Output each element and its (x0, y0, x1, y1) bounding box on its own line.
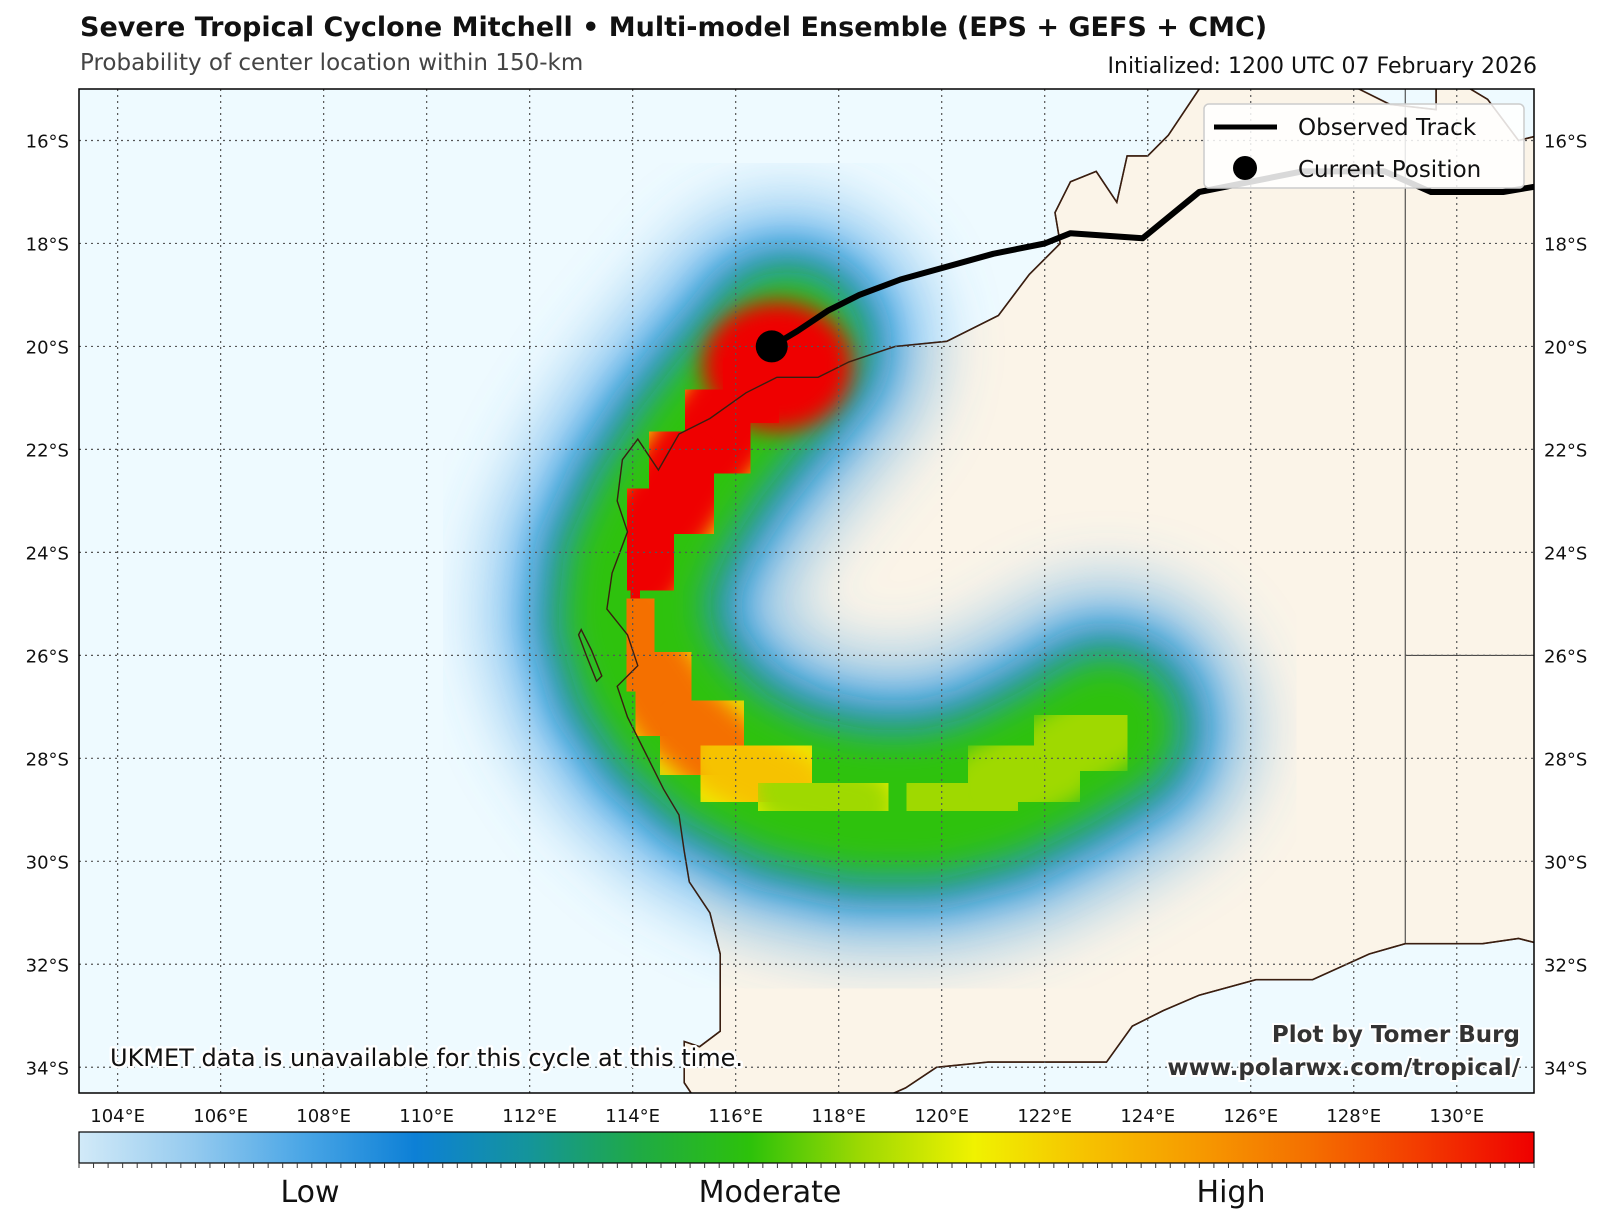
lon-tick-label: 110°E (399, 1106, 454, 1127)
lat-tick-label-left: 18°S (26, 234, 69, 255)
lat-tick-label-right: 32°S (1544, 955, 1587, 976)
lat-tick-label-right: 28°S (1544, 749, 1587, 770)
colorbar-label-high: High (1197, 1175, 1266, 1210)
lon-tick-label: 130°E (1429, 1106, 1484, 1127)
chart-subtitle: Probability of center location within 15… (80, 50, 584, 76)
legend-box (1203, 103, 1525, 189)
map-area (79, 89, 1534, 1093)
colorbar-ticks (78, 1163, 1535, 1168)
lon-tick-label: 128°E (1326, 1106, 1381, 1127)
lat-tick-label-left: 28°S (26, 749, 69, 770)
coastline-overlay (577, 89, 1534, 1093)
colorbar: Low Moderate High (78, 1131, 1535, 1210)
lon-tick-label: 122°E (1017, 1106, 1072, 1127)
lat-tick-label-right: 18°S (1544, 234, 1587, 255)
lon-tick-label: 124°E (1120, 1106, 1175, 1127)
lat-tick-label-right: 30°S (1544, 852, 1587, 873)
longitude-tick-labels: 104°E 106°E 108°E 110°E 112°E 114°E 116°E 118°E… (90, 1106, 1484, 1127)
current-position-marker (755, 330, 788, 363)
lat-tick-label-right: 34°S (1544, 1058, 1587, 1079)
chart-title: Severe Tropical Cyclone Mitchell • Multi… (80, 12, 1268, 43)
colorbar-label-moderate: Moderate (699, 1175, 842, 1210)
lat-tick-label-left: 34°S (26, 1058, 69, 1079)
credit-url: www.polarwx.com/tropical/ (1167, 1055, 1520, 1081)
lon-tick-label: 116°E (708, 1106, 763, 1127)
legend-observed-track-label: Observed Track (1298, 115, 1477, 141)
ukmet-note: UKMET data is unavailable for this cycle… (110, 1044, 743, 1072)
lon-tick-label: 126°E (1223, 1106, 1278, 1127)
lat-tick-label-right: 16°S (1544, 131, 1587, 152)
probability-swath (482, 196, 1257, 955)
graticule (79, 89, 1534, 1093)
map-frame (78, 88, 1535, 1094)
lat-tick-label-left: 24°S (26, 543, 69, 564)
lat-tick-label-right: 22°S (1544, 440, 1587, 461)
latitude-tick-labels-right: 16°S 18°S 20°S 22°S 24°S 26°S 28°S 30°S 32°S 34°S (1544, 131, 1587, 1079)
lat-tick-label-right: 24°S (1544, 543, 1587, 564)
lon-tick-label: 114°E (605, 1106, 660, 1127)
colorbar-label-low: Low (280, 1175, 339, 1210)
legend: Observed Track Current Position (1203, 103, 1525, 189)
lon-tick-label: 106°E (193, 1106, 248, 1127)
lat-tick-label-left: 20°S (26, 337, 69, 358)
colorbar-gradient (78, 1131, 1535, 1164)
lat-tick-label-right: 20°S (1544, 337, 1587, 358)
lat-tick-label-left: 22°S (26, 440, 69, 461)
lon-tick-label: 120°E (914, 1106, 969, 1127)
lat-tick-label-left: 30°S (26, 852, 69, 873)
lon-tick-label: 112°E (502, 1106, 557, 1127)
lat-tick-label-left: 16°S (26, 131, 69, 152)
lon-tick-label: 108°E (296, 1106, 351, 1127)
lat-tick-label-left: 26°S (26, 646, 69, 667)
latitude-tick-labels-left: 16°S 18°S 20°S 22°S 24°S 26°S 28°S 30°S 32°S 34°S (26, 131, 69, 1079)
swath-segment-yellow (1010, 682, 1152, 803)
credit-author: Plot by Tomer Burg (1272, 1022, 1520, 1048)
lat-tick-label-right: 26°S (1544, 646, 1587, 667)
lon-tick-label: 104°E (90, 1106, 145, 1127)
swath-segment-core (751, 753, 896, 841)
legend-current-position-label: Current Position (1298, 157, 1481, 183)
lon-tick-label: 118°E (811, 1106, 866, 1127)
swath-peak (702, 301, 853, 432)
initialized-time: Initialized: 1200 UTC 07 February 2026 (1107, 54, 1537, 79)
lat-tick-label-left: 32°S (26, 955, 69, 976)
legend-position-swatch (1233, 156, 1257, 180)
